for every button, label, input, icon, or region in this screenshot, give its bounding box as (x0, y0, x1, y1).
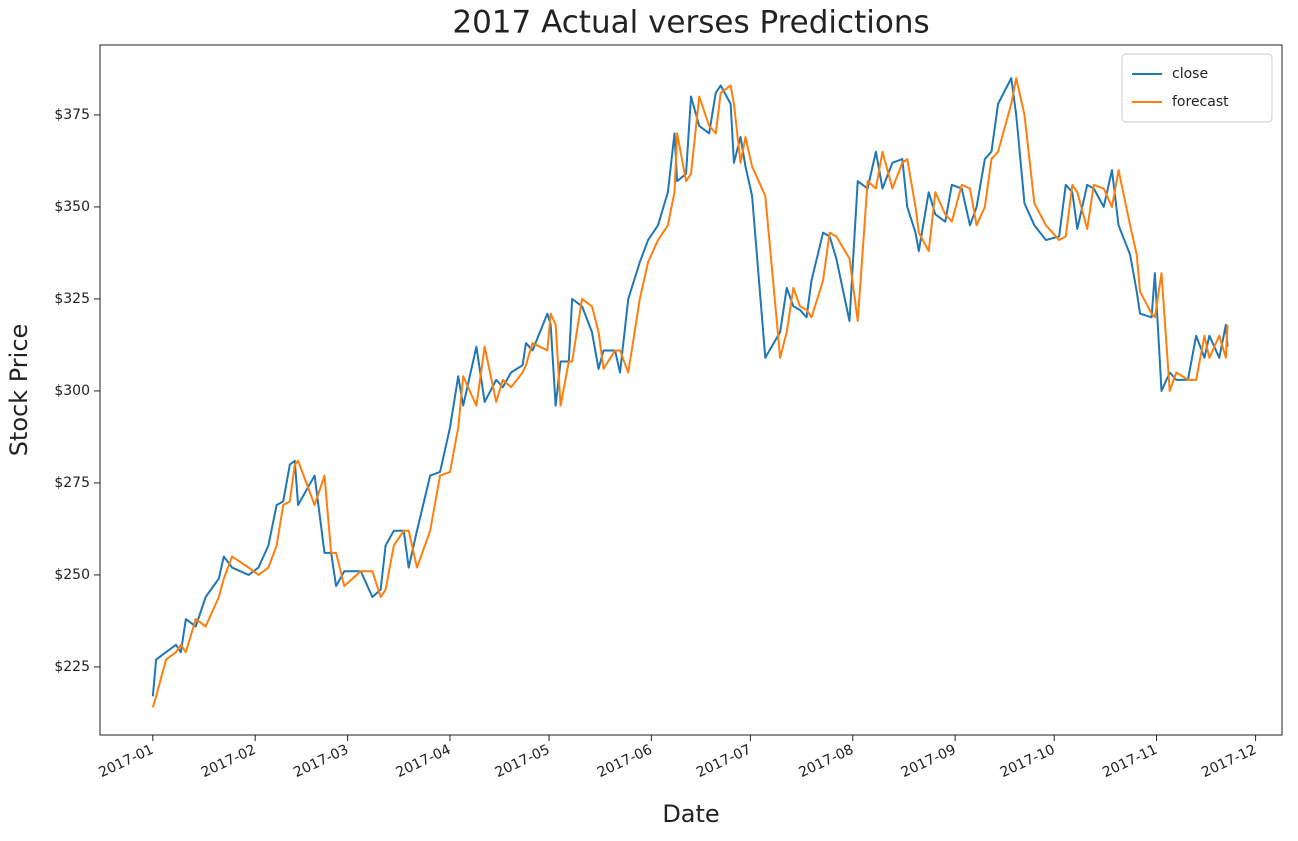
x-tick-label: 2017-01 (96, 742, 156, 781)
series-line (151, 77, 1229, 697)
x-tick-label: 2017-11 (1100, 742, 1160, 781)
y-axis-label: Stock Price (5, 324, 33, 457)
y-tick-label: $225 (54, 659, 90, 675)
y-tick-label: $250 (54, 567, 90, 583)
x-tick-label: 2017-12 (1199, 742, 1259, 781)
y-tick-label: $275 (54, 475, 90, 491)
x-tick-label: 2017-10 (998, 742, 1058, 781)
series-line (151, 77, 1229, 708)
y-tick-label: $300 (54, 383, 90, 399)
y-tick-label: $350 (54, 199, 90, 215)
x-tick-label: 2017-02 (199, 742, 259, 781)
chart-title: 2017 Actual verses Predictions (452, 5, 929, 41)
plot-frame (99, 44, 1283, 736)
x-tick-label: 2017-03 (291, 742, 351, 781)
x-tick-label: 2017-08 (796, 742, 856, 781)
x-axis-label: Date (662, 800, 719, 828)
legend-label: forecast (1172, 94, 1229, 110)
x-tick-label: 2017-09 (899, 742, 959, 781)
y-tick-label: $325 (54, 291, 90, 307)
legend-box (1121, 53, 1273, 123)
x-tick-label: 2017-05 (493, 742, 553, 781)
legend-label: close (1172, 66, 1208, 82)
x-tick-label: 2017-04 (394, 742, 454, 781)
x-tick-label: 2017-06 (595, 742, 655, 781)
x-tick-label: 2017-07 (694, 742, 754, 781)
y-tick-label: $375 (54, 107, 90, 123)
